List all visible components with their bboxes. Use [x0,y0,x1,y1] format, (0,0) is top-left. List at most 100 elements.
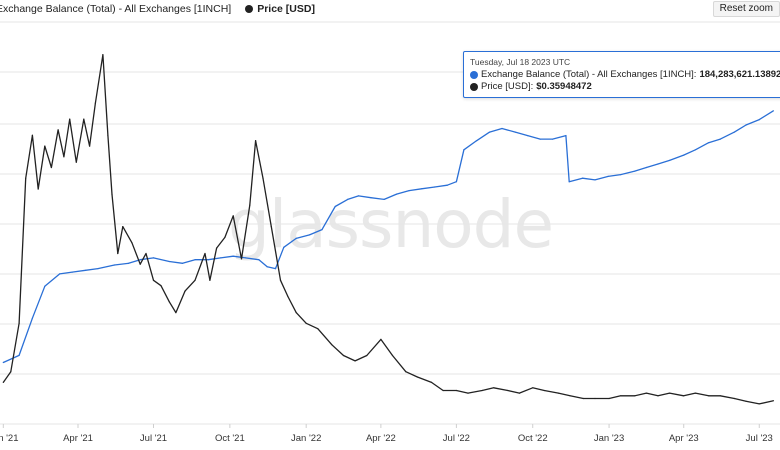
price-point [708,395,710,397]
balance-point [683,154,685,156]
price-point [131,242,133,244]
x-tick-label: Jan '21 [0,433,18,444]
balance-point [207,259,209,261]
price-point [31,134,33,136]
balance-point [514,131,516,133]
price-point [342,354,345,357]
price-point [694,392,697,394]
x-tick-label: Jul '22 [443,433,470,444]
balance-point [694,149,697,151]
balance-point [370,197,372,199]
balance-point [71,271,73,273]
price-point [216,247,218,249]
balance-point [139,259,141,261]
price-point [507,389,509,392]
tooltip-price-label: Price [USD]: [481,81,534,92]
balance-point [308,234,311,236]
price-point [111,193,113,195]
balance-point [708,142,710,144]
balance-point [59,273,61,275]
price-point [287,295,289,298]
tooltip-row-price: Price [USD]: $0.35948472 [470,81,780,93]
tooltip-row-exchange-balance: Exchange Balance (Total) - All Exchanges… [470,69,780,81]
price-point [620,395,622,397]
balance-point [97,268,99,270]
balance-point [607,175,609,177]
balance-point [396,193,398,195]
price-point [194,279,196,281]
price-point [405,371,407,373]
price-point [175,312,177,314]
price-point [331,344,333,346]
balance-point [501,127,503,130]
price-point [10,371,12,373]
price-point [209,279,211,281]
price-point [75,161,77,163]
x-tick-label: Jul '23 [746,433,773,444]
price-point [224,236,226,238]
price-point [493,387,495,389]
price-point [467,392,469,394]
series-line-price[interactable] [2,54,774,405]
balance-point [446,184,448,186]
price-point [481,389,483,392]
price-point [557,392,560,394]
price-point [354,360,356,362]
legend-price-dot-icon [245,5,254,13]
price-point [117,252,119,255]
balance-point [31,317,33,319]
price-point [532,387,534,389]
price-point [270,226,272,228]
series-line-exchange-balance[interactable] [3,110,774,364]
price-point [160,285,162,287]
price-point [758,403,760,405]
balance-point [594,179,596,181]
reset-zoom-button[interactable]: Reset zoom [712,1,780,17]
balance-point [113,264,116,266]
balance-point [152,257,155,259]
x-axis: Jan '21 Apr '21 Jul '21 Oct '21 Jan '22 Apr '… [0,424,773,444]
price-point [645,392,648,394]
price-point [455,389,457,392]
price-point [366,354,368,357]
price-point [232,215,234,217]
series-layer [2,54,775,405]
balance-point [581,177,584,179]
balance-point [475,140,477,142]
price-point [279,279,282,281]
balance-point [565,135,567,137]
price-point [772,400,775,402]
price-point [50,166,53,169]
balance-point [220,257,222,259]
price-point [442,389,444,392]
balance-point [258,259,260,261]
price-point [634,395,636,397]
price-point [733,397,736,400]
balance-point [733,131,736,133]
balance-point [539,138,541,140]
tooltip-price-value: $0.35948472 [536,81,592,92]
balance-point [18,354,20,356]
price-point [122,226,124,228]
x-tick-label: Oct '22 [518,433,548,444]
balance-point [383,198,385,200]
balance-point [772,110,775,112]
balance-point [245,257,247,259]
tooltip-date: Tuesday, Jul 18 2023 UTC [470,57,571,67]
balance-point [527,135,529,137]
balance-point [84,269,87,271]
price-point [168,301,170,303]
legend-item-price[interactable]: Price [USD] [245,3,315,15]
price-point [89,145,91,147]
balance-point [283,246,285,248]
price-point [380,338,382,340]
price-point [416,376,418,378]
price-point [543,389,545,392]
balance-point [463,149,465,151]
balance-point [347,198,349,200]
x-tick-label: Apr '21 [63,433,93,444]
price-point [57,129,59,131]
balance-point [634,170,636,172]
legend-item-exchange-balance[interactable]: Exchange Balance (Total) - All Exchanges… [0,3,231,15]
